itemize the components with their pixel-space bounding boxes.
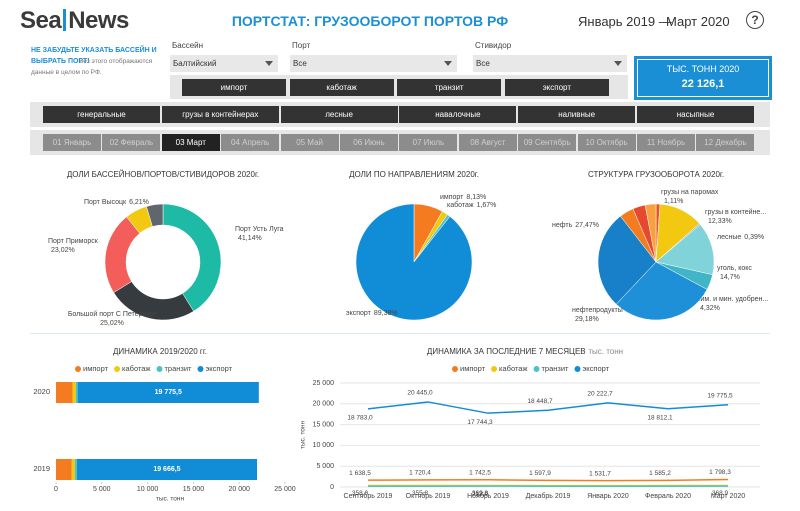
filter-label: Стивидор (475, 41, 512, 50)
month-button[interactable]: 04 Апрель (221, 134, 280, 151)
filter-dropdown[interactable]: Все (473, 55, 627, 72)
logo-part: News (68, 7, 129, 34)
month-button[interactable]: 09 Сентябрь (518, 134, 577, 151)
logo: Sea News (20, 7, 129, 35)
direction-button[interactable]: экспорт (504, 79, 609, 96)
help-button[interactable]: ? (746, 11, 764, 29)
page-title: ПОРТСТАТ: ГРУЗООБОРОТ ПОРТОВ РФ (231, 13, 509, 29)
dropdown-arrow (444, 61, 452, 66)
cargo-button[interactable]: лесные (280, 106, 398, 123)
month-button[interactable]: 06 Июнь (340, 134, 398, 151)
kpi-frame (637, 59, 769, 97)
kpi-label: ТЫС. ТОНН 2020 (666, 64, 740, 74)
filter-label: Порт (292, 41, 311, 50)
filter-dropdown[interactable]: Балтийский (170, 55, 278, 72)
kpi-value: 22 126,1 (681, 78, 725, 90)
month-button[interactable]: 12 Декабрь (696, 134, 755, 151)
cargo-button[interactable]: грузы в контейнерах (161, 106, 279, 123)
month-button[interactable]: 03 Март (161, 134, 220, 151)
period-to[interactable]: Март 2020 (666, 14, 730, 29)
direction-button[interactable]: импорт (182, 79, 286, 96)
cargo-button[interactable]: навалочные (399, 106, 517, 123)
filter-label: Бассейн (172, 41, 204, 50)
month-button[interactable]: 07 Июль (399, 134, 458, 151)
logo-separator (63, 9, 67, 31)
cargo-button[interactable]: наливные (518, 106, 636, 123)
filter-dropdown[interactable]: Все (290, 55, 457, 72)
period-from[interactable]: Январь 2019 — (578, 14, 672, 29)
month-button[interactable]: 08 Август (458, 134, 517, 151)
direction-button[interactable]: транзит (397, 79, 502, 96)
kpi-box: ТЫС. ТОНН 2020 22 126,1 (634, 56, 772, 100)
notice-text: Без этого отображаются данные в целом по… (31, 58, 153, 76)
direction-button[interactable]: каботаж (289, 79, 394, 96)
month-button[interactable]: 10 Октябрь (577, 134, 636, 151)
month-button[interactable]: 02 Февраль (102, 134, 161, 151)
month-button[interactable]: 01 Январь (43, 134, 101, 151)
logo-part: Sea (20, 7, 62, 34)
month-button[interactable]: 11 Ноябрь (637, 134, 695, 151)
cargo-button[interactable]: генеральные (43, 106, 160, 123)
month-button[interactable]: 05 Май (280, 134, 339, 151)
dropdown-arrow (614, 61, 622, 66)
dropdown-arrow (265, 61, 273, 66)
cargo-button[interactable]: насыпные (637, 106, 754, 123)
divider (30, 333, 770, 334)
notice-title: НЕ ЗАБУДЬТЕ УКАЗАТЬ БАССЕЙН И ВЫБРАТЬ ПО… (31, 47, 157, 65)
